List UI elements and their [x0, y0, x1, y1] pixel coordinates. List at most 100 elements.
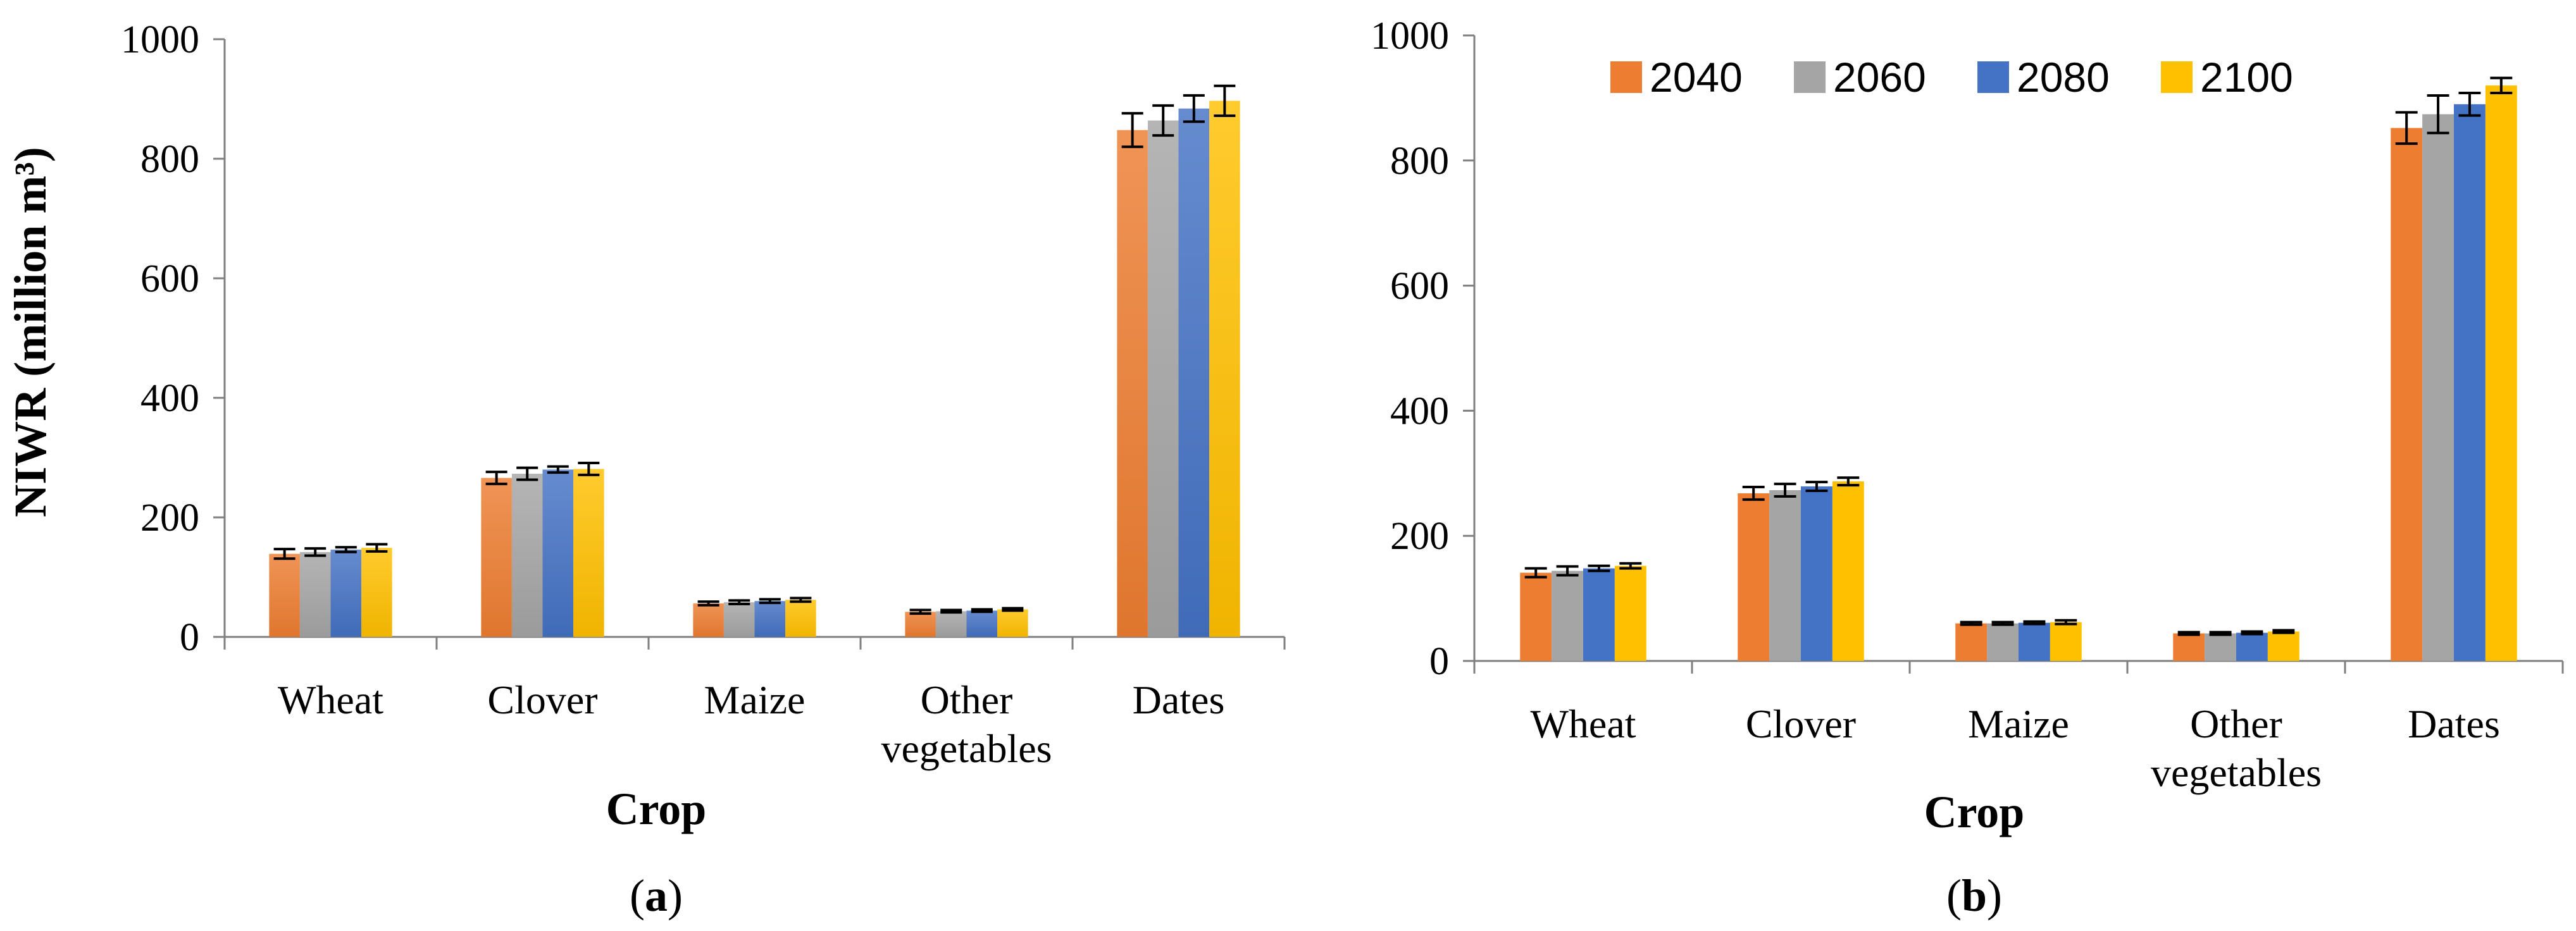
x-tick-label: Dates: [2408, 701, 2500, 746]
bar-2080-1: [1801, 486, 1832, 661]
error-bar-2080-4: [1183, 94, 1205, 123]
error-bar-2060-4: [1152, 104, 1174, 137]
bar-2060-4: [1147, 120, 1179, 637]
error-bar-2040-2: [697, 600, 719, 607]
x-axis-title-b: Crop: [1924, 787, 2025, 837]
x-tick-label: vegetables: [881, 726, 1052, 771]
y-tick-label: 400: [1390, 390, 1449, 433]
error-bar-2080-0: [335, 546, 357, 553]
error-bar-2080-2: [759, 598, 781, 605]
error-bar-2060-4: [2427, 94, 2449, 135]
error-bar-2060-1: [516, 466, 538, 481]
bar-2080-2: [2019, 622, 2050, 661]
y-tick-label: 0: [1429, 640, 1449, 683]
error-bar-2060-3: [940, 608, 962, 614]
x-tick-label: Clover: [487, 677, 597, 722]
bar-2100-0: [361, 548, 392, 637]
bar-2080-0: [330, 550, 362, 637]
bar-2060-0: [299, 552, 331, 637]
bar-2080-3: [966, 610, 998, 637]
legend-label-2100: 2100: [2200, 54, 2293, 101]
error-bar-2040-4: [1121, 112, 1143, 149]
y-tick-label: 1000: [121, 18, 199, 61]
chart-legend: 2040 2060 2080 2100: [1610, 54, 2293, 101]
chart-panel-a: NIWR (million m³) Crop (a) 0 200 400 600 800…: [5, 18, 1286, 921]
bar-2080-4: [1178, 108, 1210, 637]
error-bar-2100-1: [1837, 476, 1860, 487]
y-tick-label: 800: [140, 138, 199, 181]
bar-2040-3: [905, 612, 936, 637]
bar-2040-4: [1117, 130, 1148, 637]
bar-2080-2: [754, 601, 786, 637]
error-bar-2080-4: [2458, 91, 2481, 117]
x-tick-label: Clover: [1746, 701, 1856, 746]
error-bar-2040-4: [2395, 111, 2418, 145]
bar-2100-4: [2485, 85, 2517, 661]
bar-2040-1: [481, 478, 512, 637]
panel-label-a: (a): [630, 870, 683, 921]
x-tick-label: Other: [921, 677, 1013, 722]
error-bar-2100-3: [2272, 629, 2295, 634]
panel-letter-b: b: [1962, 870, 1987, 921]
x-tick-label: Dates: [1133, 677, 1225, 722]
bar-2060-1: [1769, 490, 1801, 661]
bar-2100-4: [1209, 101, 1240, 637]
error-bar-2100-2: [790, 596, 812, 603]
legend-label-2060: 2060: [1833, 54, 1926, 101]
bar-2080-3: [2236, 632, 2268, 661]
y-tick-label: 1000: [1371, 15, 1449, 58]
bar-2040-2: [693, 603, 724, 637]
error-bar-2100-3: [1002, 607, 1024, 612]
error-bar-2040-1: [1742, 486, 1765, 501]
bar-2100-1: [1832, 481, 1864, 661]
x-tick-label: vegetables: [2151, 750, 2322, 795]
y-tick-label: 800: [1390, 140, 1449, 183]
bar-2100-2: [785, 600, 816, 637]
x-tick-label: Wheat: [278, 677, 383, 722]
error-bar-2040-2: [1960, 620, 1982, 626]
bar-2080-0: [1583, 568, 1615, 661]
bar-2100-0: [1614, 565, 1646, 661]
bar-2040-0: [269, 553, 300, 637]
x-tick-label: Maize: [1968, 701, 2069, 746]
error-bar-2100-1: [578, 462, 600, 476]
y-tick-label: 400: [140, 377, 199, 420]
bar-2100-3: [2267, 631, 2299, 661]
error-bar-2080-1: [547, 465, 569, 474]
error-bar-2040-3: [2177, 631, 2200, 636]
error-bar-2100-4: [1214, 84, 1236, 117]
error-bar-2060-2: [1991, 620, 2014, 626]
legend-swatch-2080: [1977, 61, 2009, 93]
bar-2100-3: [997, 609, 1028, 637]
bar-2100-2: [2050, 622, 2082, 661]
error-bar-2060-3: [2209, 631, 2232, 636]
error-bar-2100-0: [366, 543, 388, 553]
error-bar-2060-1: [1774, 483, 1796, 498]
error-bar-2060-0: [304, 547, 327, 557]
legend-swatch-2060: [1794, 61, 1826, 93]
legend-label-2080: 2080: [2017, 54, 2110, 101]
legend-swatch-2100: [2161, 61, 2193, 93]
y-tick-label: 600: [1390, 265, 1449, 308]
error-bar-2100-0: [1619, 562, 1642, 570]
bar-2060-1: [511, 474, 543, 637]
bar-2040-0: [1520, 572, 1552, 661]
error-bar-2040-3: [909, 608, 931, 615]
panel-label-b: (b): [1946, 870, 2002, 921]
bar-2080-4: [2454, 104, 2486, 662]
x-tick-label: Maize: [704, 677, 806, 722]
panel-letter-a: a: [645, 870, 668, 921]
bar-2060-0: [1552, 570, 1583, 661]
bar-2040-4: [2391, 128, 2423, 661]
error-bar-2060-0: [1556, 565, 1579, 577]
error-bar-2080-0: [1588, 564, 1610, 572]
y-tick-label: 200: [140, 496, 199, 539]
bar-2060-2: [723, 602, 755, 637]
legend-label-2040: 2040: [1650, 54, 1743, 101]
bar-2040-2: [1955, 623, 1988, 661]
legend-swatch-2040: [1610, 61, 1642, 93]
bar-2060-3: [2205, 633, 2236, 661]
error-bar-2080-3: [971, 608, 993, 613]
error-bar-2040-0: [273, 548, 296, 560]
y-axis-title-a: NIWR (million m³): [5, 147, 56, 517]
